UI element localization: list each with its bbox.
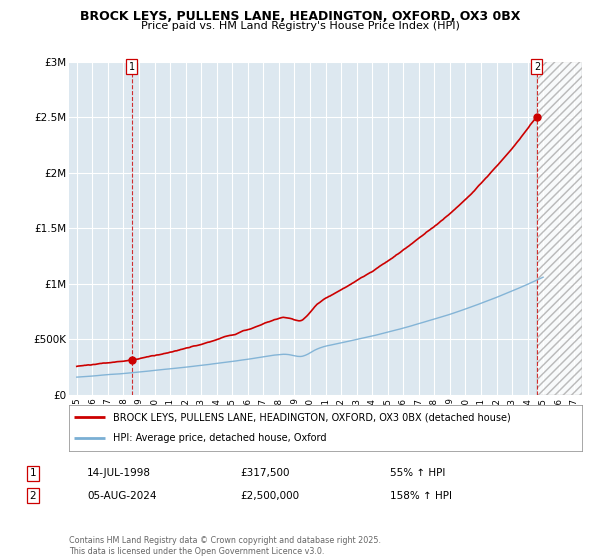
Text: 158% ↑ HPI: 158% ↑ HPI: [390, 491, 452, 501]
Text: £317,500: £317,500: [240, 468, 290, 478]
Text: 55% ↑ HPI: 55% ↑ HPI: [390, 468, 445, 478]
Text: Price paid vs. HM Land Registry's House Price Index (HPI): Price paid vs. HM Land Registry's House …: [140, 21, 460, 31]
Text: £2,500,000: £2,500,000: [240, 491, 299, 501]
Text: HPI: Average price, detached house, Oxford: HPI: Average price, detached house, Oxfo…: [113, 433, 326, 444]
Text: 1: 1: [129, 62, 135, 72]
Text: BROCK LEYS, PULLENS LANE, HEADINGTON, OXFORD, OX3 0BX (detached house): BROCK LEYS, PULLENS LANE, HEADINGTON, OX…: [113, 412, 511, 422]
Bar: [537, 62, 582, 395]
Text: 1: 1: [29, 468, 37, 478]
Text: 05-AUG-2024: 05-AUG-2024: [87, 491, 157, 501]
Text: 2: 2: [534, 62, 540, 72]
Text: 2: 2: [29, 491, 37, 501]
Text: Contains HM Land Registry data © Crown copyright and database right 2025.
This d: Contains HM Land Registry data © Crown c…: [69, 536, 381, 556]
Text: 14-JUL-1998: 14-JUL-1998: [87, 468, 151, 478]
Bar: [537, 62, 582, 395]
Text: BROCK LEYS, PULLENS LANE, HEADINGTON, OXFORD, OX3 0BX: BROCK LEYS, PULLENS LANE, HEADINGTON, OX…: [80, 10, 520, 22]
